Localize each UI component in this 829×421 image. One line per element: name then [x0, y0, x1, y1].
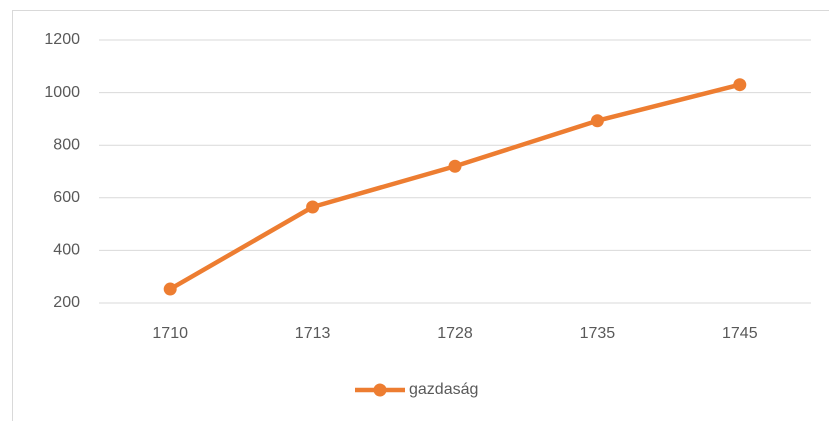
x-tick-label: 1713 [295, 325, 331, 342]
legend-marker [373, 383, 387, 397]
y-tick-label: 1000 [44, 84, 80, 101]
y-tick-label: 200 [53, 294, 80, 311]
x-tick-label: 1728 [437, 325, 473, 342]
line [169, 82, 741, 292]
marker [590, 114, 604, 128]
y-tick-label: 800 [53, 136, 80, 153]
y-tick-label: 600 [53, 189, 80, 206]
y-tick-label: 400 [53, 242, 80, 259]
x-tick-label: 1735 [580, 325, 616, 342]
y-tick-label: 1200 [44, 31, 80, 48]
marker [448, 159, 462, 173]
marker [163, 282, 177, 296]
marker [306, 200, 320, 214]
legend-label: gazdaság [409, 381, 478, 398]
x-tick-label: 1710 [152, 325, 188, 342]
x-tick-label: 1745 [722, 325, 758, 342]
chart-border [12, 10, 829, 421]
marker [733, 78, 747, 92]
